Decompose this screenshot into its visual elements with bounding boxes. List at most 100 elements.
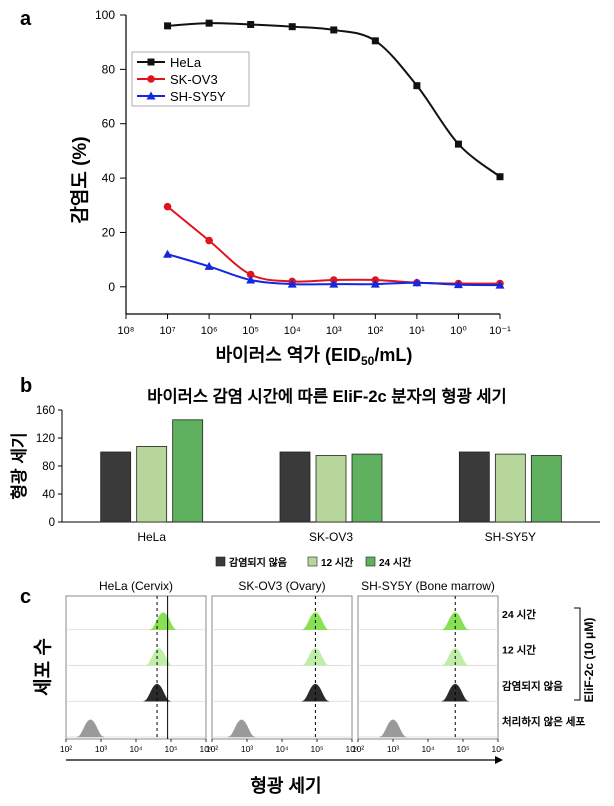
panel-b-bar — [100, 451, 132, 523]
panel-a-point-hela — [164, 22, 172, 30]
panel-c-histogram-box — [65, 595, 207, 740]
panel-a-x-tick-label: 10² — [367, 325, 383, 337]
panel-a-point-sh-sy5y — [453, 280, 463, 289]
panel-a-x-tick-label: 10⁶ — [201, 325, 218, 337]
panel-c-x-tick-label: 10⁴ — [275, 744, 288, 754]
panel-a-point-sh-sy5y — [246, 275, 256, 284]
panel-c-histogram-peak — [145, 648, 173, 666]
panel-c-x-axis-label: 형광 세기 — [250, 776, 321, 796]
panel-b-legend-label: 24 시간 — [379, 556, 412, 569]
panel-a-point-hela — [205, 19, 213, 27]
panel-a-x-tick-label: 10⁴ — [284, 325, 301, 337]
panel-b-y-axis-label: 형광 세기 — [9, 432, 29, 499]
panel-a-y-tick-label: 20 — [102, 225, 116, 239]
panel-c-column-title: SH-SY5Y (Bone marrow) — [361, 579, 495, 593]
panel-a-x-tick-label: 10⁸ — [118, 325, 135, 337]
panel-a-y-tick-label: 0 — [108, 280, 115, 294]
panel-b-bar — [530, 455, 562, 523]
panel-c-histogram-box — [211, 595, 353, 740]
panel-a-legend-label: HeLa — [170, 55, 202, 70]
panel-b-y-tick-label: 160 — [36, 405, 55, 417]
panel-a-legend-label: SH-SY5Y — [170, 89, 226, 104]
panel-c-bracket-label: EliF-2c (10 μM) — [582, 618, 596, 703]
panel-b-bar — [136, 445, 168, 523]
panel-c-x-tick-label: 10⁵ — [165, 744, 178, 754]
panel-b-bar — [494, 453, 526, 523]
panel-letter-a: a — [20, 8, 32, 30]
panel-c-x-tick-label: 10⁴ — [129, 744, 142, 754]
panel-a-y-tick-label: 40 — [102, 171, 116, 185]
panel-c-histogram-peak — [379, 719, 407, 738]
panel-b-bar — [315, 455, 347, 523]
panel-b-legend-swatch — [365, 556, 376, 567]
panel-c-x-tick-label: 10³ — [387, 744, 399, 754]
panel-a-line-chart: 감염도 (%) 바이러스 역가 (EID50/mL) 0 20 40 60 80 100 1… — [69, 8, 511, 368]
panel-c-x-tick-label: 10⁶ — [200, 744, 213, 754]
panel-a-point-sh-sy5y — [163, 249, 173, 258]
panel-a-point-sh-sy5y — [412, 278, 422, 287]
panel-c-x-tick-label: 10³ — [241, 744, 253, 754]
panel-a-point-hela — [454, 140, 462, 148]
panel-a-y-tick-label: 80 — [102, 62, 116, 76]
panel-c-histogram-box — [357, 595, 499, 740]
panel-a-point-sh-sy5y — [204, 261, 214, 270]
panel-b-category-label: SK-OV3 — [309, 530, 353, 544]
panel-c-x-tick-label: 10⁴ — [421, 744, 434, 754]
panel-a-point-sh-sy5y — [370, 279, 380, 288]
panel-b-title: 바이러스 감염 시간에 따른 EliF-2c 분자의 형광 세기 — [147, 386, 506, 406]
panel-a-y-tick-label: 100 — [95, 8, 115, 22]
panel-a-point-sh-sy5y — [329, 279, 339, 288]
panel-b-bar — [279, 451, 311, 523]
panel-c-x-tick-label: 10⁵ — [311, 744, 324, 754]
panel-a-x-tick-label: 10⁰ — [450, 325, 467, 337]
panel-b-y-tick-label: 120 — [36, 433, 55, 445]
panel-a-legend-marker — [147, 58, 155, 66]
panel-letter-b: b — [20, 375, 32, 397]
panel-b-bar-chart: 바이러스 감염 시간에 따른 EliF-2c 분자의 형광 세기 형광 세기 0… — [9, 386, 600, 569]
panel-a-y-tick-label: 60 — [102, 117, 116, 131]
panel-a-legend-marker — [146, 91, 156, 100]
panel-a-point-hela — [496, 173, 504, 181]
panel-a-x-tick-label: 10⁻¹ — [489, 325, 511, 337]
panel-c-row-label: 24 시간 — [502, 608, 536, 621]
panel-c-x-tick-label: 10² — [206, 744, 218, 754]
panel-c-x-tick-label: 10² — [60, 744, 72, 754]
panel-b-y-tick-label: 80 — [42, 461, 55, 473]
panel-a-x-tick-label: 10⁵ — [242, 325, 259, 337]
panel-c-histogram-peak — [76, 719, 105, 738]
panel-a-point-sh-sy5y — [287, 279, 297, 288]
panel-c-row-label: 감염되지 않음 — [502, 679, 563, 692]
panel-a-x-tick-label: 10³ — [326, 325, 342, 337]
panel-a-legend: HeLa SK-OV3 SH-SY5Y — [131, 51, 250, 107]
panel-b-legend-label: 감염되지 않음 — [229, 556, 287, 569]
panel-a-legend-marker — [147, 75, 155, 83]
panel-a-point-sh-sy5y — [495, 280, 505, 289]
panel-a-x-tick-label: 10⁷ — [159, 325, 175, 337]
panel-a-y-axis-label: 감염도 (%) — [69, 136, 91, 223]
panel-a-point-hela — [413, 82, 421, 90]
panel-b-bar — [172, 419, 204, 523]
panel-b-legend-label: 12 시간 — [321, 556, 354, 569]
panel-c-y-axis-label: 세포 수 — [32, 638, 54, 696]
panel-b-category-label: SH-SY5Y — [485, 530, 536, 544]
panel-a-x-axis-label: 바이러스 역가 (EID50/mL) — [216, 345, 413, 368]
panel-c-column-title: HeLa (Cervix) — [99, 579, 173, 593]
panel-c-x-tick-label: 10⁶ — [492, 744, 505, 754]
panel-a-point-sk-ov3 — [205, 236, 213, 245]
panel-a-series-line-sk-ov3 — [166, 205, 501, 285]
panel-c-bracket — [574, 607, 581, 701]
panel-c-row-label: 12 시간 — [502, 644, 536, 657]
panel-c-x-tick-label: 10⁶ — [346, 744, 359, 754]
panel-a-legend-label: SK-OV3 — [170, 72, 218, 87]
panel-b-y-tick-label: 0 — [49, 517, 55, 529]
panel-c-flow-histograms: 세포 수 형광 세기 EliF-2c (10 μM) HeLa (Cervix)… — [32, 579, 596, 796]
panel-c-column-title: SK-OV3 (Ovary) — [238, 579, 325, 593]
panel-a-point-hela — [371, 37, 379, 45]
panel-a-point-hela — [288, 23, 296, 31]
panel-b-y-tick-label: 40 — [42, 489, 55, 501]
panel-b-category-label: HeLa — [137, 530, 166, 544]
panel-c-x-tick-label: 10⁵ — [457, 744, 470, 754]
panel-c-histogram-peak — [149, 612, 177, 630]
panel-a-point-sk-ov3 — [163, 202, 172, 211]
